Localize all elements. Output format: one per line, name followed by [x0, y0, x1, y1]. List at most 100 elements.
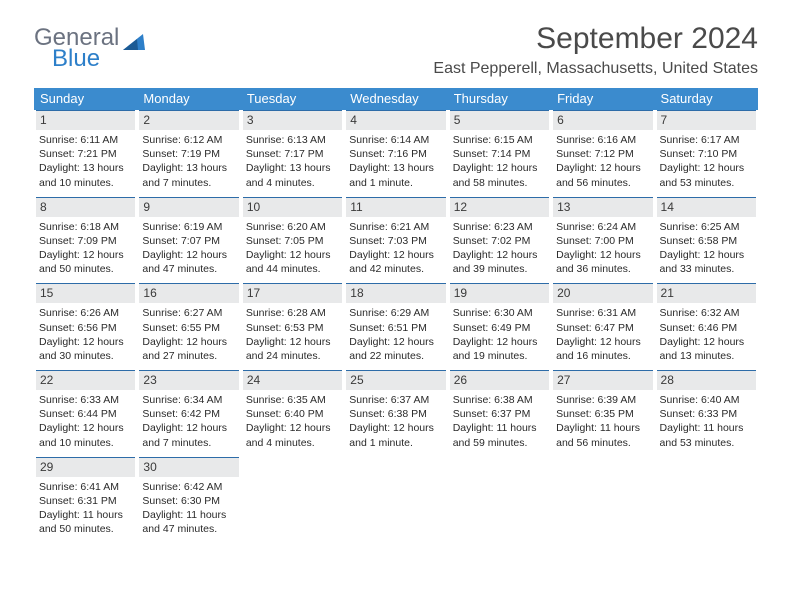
- day-cell: 24Sunrise: 6:35 AMSunset: 6:40 PMDayligh…: [241, 370, 344, 457]
- daylight-line: Daylight: 12 hours: [243, 335, 342, 349]
- sunrise-line: Sunrise: 6:33 AM: [36, 393, 135, 407]
- daylight-line: and 13 minutes.: [657, 349, 756, 363]
- day-cell: 30Sunrise: 6:42 AMSunset: 6:30 PMDayligh…: [137, 457, 240, 544]
- day-cell: 29Sunrise: 6:41 AMSunset: 6:31 PMDayligh…: [34, 457, 137, 544]
- sunset-line: Sunset: 7:14 PM: [450, 147, 549, 161]
- sunrise-line: Sunrise: 6:19 AM: [139, 220, 238, 234]
- sunset-line: Sunset: 7:12 PM: [553, 147, 652, 161]
- daylight-line: Daylight: 12 hours: [346, 248, 445, 262]
- day-number: 21: [657, 283, 756, 303]
- day-cell: 18Sunrise: 6:29 AMSunset: 6:51 PMDayligh…: [344, 283, 447, 370]
- sunset-line: Sunset: 7:19 PM: [139, 147, 238, 161]
- daylight-line: and 24 minutes.: [243, 349, 342, 363]
- daylight-line: and 53 minutes.: [657, 176, 756, 190]
- sunset-line: Sunset: 7:07 PM: [139, 234, 238, 248]
- day-number: 30: [139, 457, 238, 477]
- daylight-line: and 44 minutes.: [243, 262, 342, 276]
- dow-header: Saturday: [655, 88, 758, 110]
- daylight-line: and 27 minutes.: [139, 349, 238, 363]
- week-row: 15Sunrise: 6:26 AMSunset: 6:56 PMDayligh…: [34, 283, 758, 370]
- daylight-line: Daylight: 12 hours: [139, 248, 238, 262]
- daylight-line: Daylight: 12 hours: [139, 335, 238, 349]
- sunset-line: Sunset: 6:51 PM: [346, 321, 445, 335]
- daylight-line: Daylight: 11 hours: [450, 421, 549, 435]
- sunset-line: Sunset: 6:49 PM: [450, 321, 549, 335]
- sunset-line: Sunset: 6:37 PM: [450, 407, 549, 421]
- day-cell: 7Sunrise: 6:17 AMSunset: 7:10 PMDaylight…: [655, 110, 758, 197]
- daylight-line: Daylight: 11 hours: [553, 421, 652, 435]
- sunrise-line: Sunrise: 6:16 AM: [553, 133, 652, 147]
- daylight-line: and 42 minutes.: [346, 262, 445, 276]
- sunset-line: Sunset: 7:10 PM: [657, 147, 756, 161]
- sunset-line: Sunset: 7:16 PM: [346, 147, 445, 161]
- sunrise-line: Sunrise: 6:24 AM: [553, 220, 652, 234]
- sunrise-line: Sunrise: 6:29 AM: [346, 306, 445, 320]
- sunrise-line: Sunrise: 6:25 AM: [657, 220, 756, 234]
- day-number: 17: [243, 283, 342, 303]
- sunrise-line: Sunrise: 6:27 AM: [139, 306, 238, 320]
- sunset-line: Sunset: 6:42 PM: [139, 407, 238, 421]
- sunrise-line: Sunrise: 6:40 AM: [657, 393, 756, 407]
- daylight-line: Daylight: 12 hours: [553, 161, 652, 175]
- daylight-line: and 1 minute.: [346, 176, 445, 190]
- sunset-line: Sunset: 7:17 PM: [243, 147, 342, 161]
- sunset-line: Sunset: 7:09 PM: [36, 234, 135, 248]
- day-number: 20: [553, 283, 652, 303]
- day-cell: 25Sunrise: 6:37 AMSunset: 6:38 PMDayligh…: [344, 370, 447, 457]
- location-subtitle: East Pepperell, Massachusetts, United St…: [433, 60, 758, 78]
- daylight-line: Daylight: 12 hours: [657, 161, 756, 175]
- day-number: 25: [346, 370, 445, 390]
- sunset-line: Sunset: 6:40 PM: [243, 407, 342, 421]
- day-number: 11: [346, 197, 445, 217]
- daylight-line: Daylight: 12 hours: [36, 248, 135, 262]
- sunrise-line: Sunrise: 6:31 AM: [553, 306, 652, 320]
- daylight-line: and 7 minutes.: [139, 436, 238, 450]
- day-cell: 15Sunrise: 6:26 AMSunset: 6:56 PMDayligh…: [34, 283, 137, 370]
- logo-triangle-icon: [123, 32, 147, 52]
- dow-header: Wednesday: [344, 88, 447, 110]
- day-number: 27: [553, 370, 652, 390]
- sunset-line: Sunset: 6:53 PM: [243, 321, 342, 335]
- day-cell: 10Sunrise: 6:20 AMSunset: 7:05 PMDayligh…: [241, 197, 344, 284]
- daylight-line: and 16 minutes.: [553, 349, 652, 363]
- sunrise-line: Sunrise: 6:39 AM: [553, 393, 652, 407]
- day-cell: 28Sunrise: 6:40 AMSunset: 6:33 PMDayligh…: [655, 370, 758, 457]
- logo-text: General Blue: [34, 26, 119, 71]
- daylight-line: and 47 minutes.: [139, 522, 238, 536]
- daylight-line: Daylight: 11 hours: [36, 508, 135, 522]
- sunset-line: Sunset: 6:30 PM: [139, 494, 238, 508]
- day-cell: 22Sunrise: 6:33 AMSunset: 6:44 PMDayligh…: [34, 370, 137, 457]
- day-number: 4: [346, 110, 445, 130]
- daylight-line: Daylight: 12 hours: [346, 335, 445, 349]
- sunset-line: Sunset: 6:55 PM: [139, 321, 238, 335]
- daylight-line: and 7 minutes.: [139, 176, 238, 190]
- daylight-line: Daylight: 12 hours: [36, 335, 135, 349]
- day-cell: 20Sunrise: 6:31 AMSunset: 6:47 PMDayligh…: [551, 283, 654, 370]
- sunrise-line: Sunrise: 6:21 AM: [346, 220, 445, 234]
- day-cell: 11Sunrise: 6:21 AMSunset: 7:03 PMDayligh…: [344, 197, 447, 284]
- sunrise-line: Sunrise: 6:15 AM: [450, 133, 549, 147]
- daylight-line: Daylight: 13 hours: [346, 161, 445, 175]
- daylight-line: Daylight: 12 hours: [243, 421, 342, 435]
- week-row: 1Sunrise: 6:11 AMSunset: 7:21 PMDaylight…: [34, 110, 758, 197]
- daylight-line: and 10 minutes.: [36, 176, 135, 190]
- dow-header: Thursday: [448, 88, 551, 110]
- calendar-page: General Blue September 2024 East Peppere…: [0, 0, 792, 543]
- sunrise-line: Sunrise: 6:37 AM: [346, 393, 445, 407]
- daylight-line: Daylight: 12 hours: [450, 335, 549, 349]
- day-cell: 14Sunrise: 6:25 AMSunset: 6:58 PMDayligh…: [655, 197, 758, 284]
- sunrise-line: Sunrise: 6:42 AM: [139, 480, 238, 494]
- daylight-line: and 10 minutes.: [36, 436, 135, 450]
- daylight-line: Daylight: 12 hours: [553, 335, 652, 349]
- daylight-line: Daylight: 12 hours: [657, 335, 756, 349]
- sunrise-line: Sunrise: 6:26 AM: [36, 306, 135, 320]
- sunset-line: Sunset: 6:35 PM: [553, 407, 652, 421]
- daylight-line: Daylight: 12 hours: [36, 421, 135, 435]
- daylight-line: and 30 minutes.: [36, 349, 135, 363]
- month-title: September 2024: [433, 22, 758, 56]
- daylight-line: and 56 minutes.: [553, 176, 652, 190]
- day-cell: .: [551, 457, 654, 544]
- daylight-line: and 4 minutes.: [243, 436, 342, 450]
- daylight-line: and 47 minutes.: [139, 262, 238, 276]
- sunset-line: Sunset: 7:21 PM: [36, 147, 135, 161]
